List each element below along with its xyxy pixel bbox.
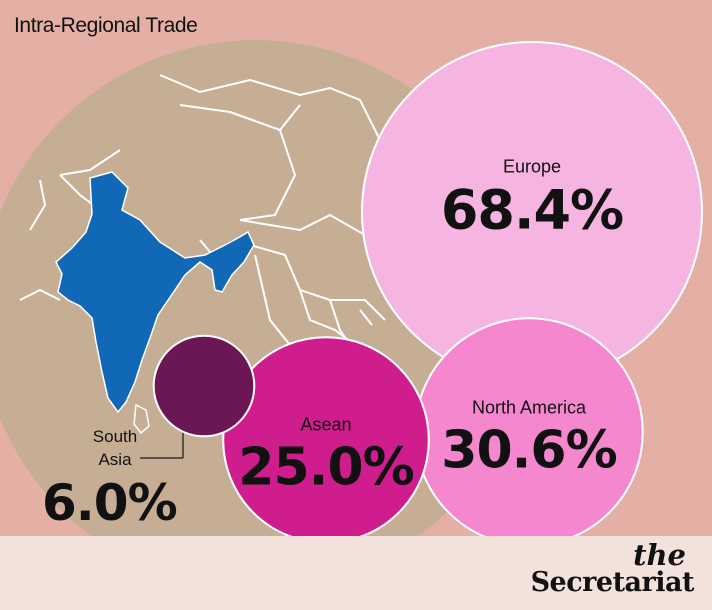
south-asia-label: South Asia xyxy=(92,427,138,469)
asean-value: 25.0% xyxy=(238,437,414,498)
north-america-label: North America xyxy=(471,397,587,418)
europe-value: 68.4% xyxy=(440,178,624,242)
sri-lanka-shape xyxy=(133,403,150,435)
asean-label-group: Asean 25.0% xyxy=(238,414,414,498)
brand-logo-the: the xyxy=(633,538,686,572)
brand-logo-name: Secretariat xyxy=(530,567,695,598)
india-shape xyxy=(55,171,255,414)
europe-label-group: Europe 68.4% xyxy=(440,156,624,242)
bubble-south-asia xyxy=(152,334,256,438)
chart-title: Intra-Regional Trade xyxy=(14,14,198,37)
north-america-value: 30.6% xyxy=(441,420,617,481)
south-asia-value: 6.0% xyxy=(42,474,178,532)
asean-label: Asean xyxy=(300,414,352,435)
north-america-label-group: North America 30.6% xyxy=(441,397,617,481)
europe-label: Europe xyxy=(502,156,562,177)
footer-band xyxy=(0,536,712,610)
